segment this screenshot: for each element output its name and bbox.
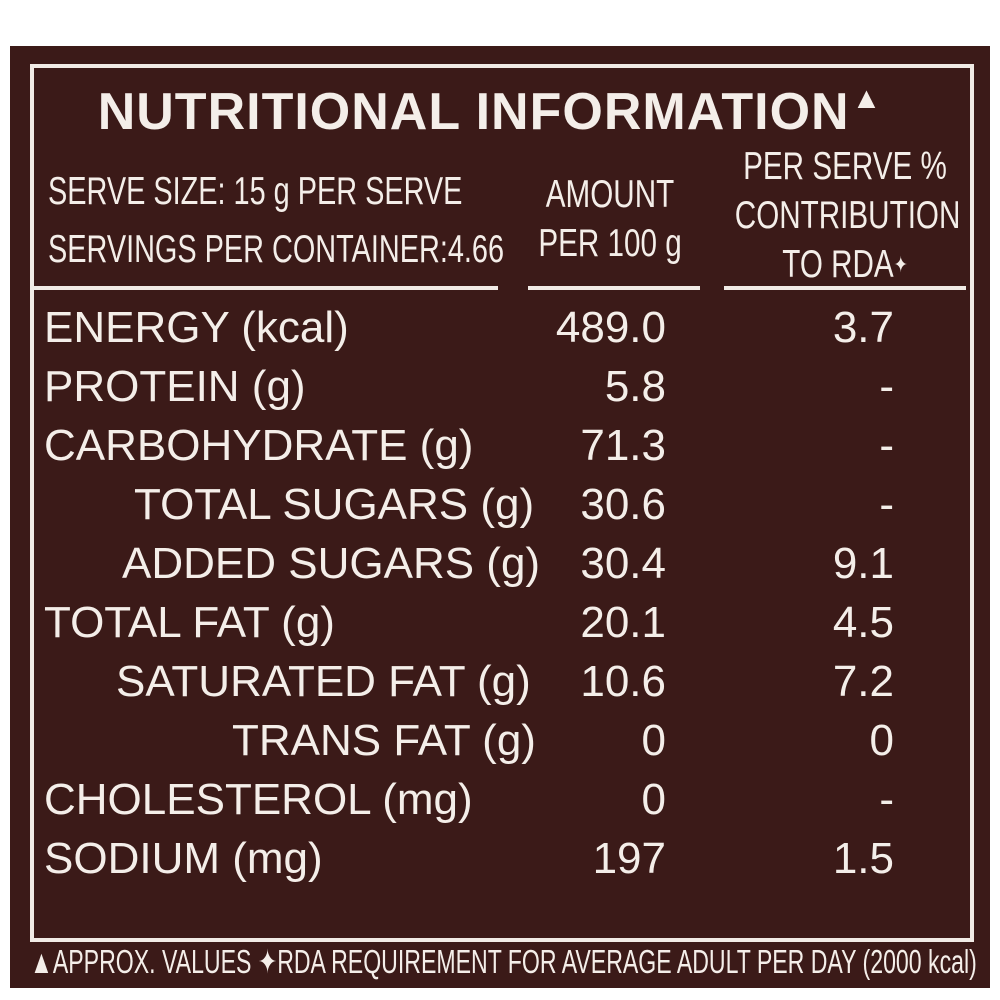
header-rda-line: PER SERVE % bbox=[743, 145, 947, 188]
rda-per-serve: - bbox=[879, 775, 894, 824]
header-divider bbox=[34, 286, 498, 290]
rda-per-serve: 4.5 bbox=[832, 598, 894, 647]
rda-per-serve: 1.5 bbox=[832, 834, 894, 883]
column-header-rda: PER SERVE % CONTRIBUTION TO RDA✦ bbox=[734, 142, 961, 289]
header-rda-line: CONTRIBUTION bbox=[734, 194, 961, 237]
nutrient-label: ENERGY (kcal) bbox=[44, 303, 349, 352]
rda-per-serve: - bbox=[879, 421, 894, 470]
rda-per-serve: - bbox=[879, 480, 894, 529]
nutrient-label: TOTAL SUGARS (g) bbox=[134, 480, 535, 529]
nutrition-panel: NUTRITIONAL INFORMATION▲ SERVE SIZE: 15 … bbox=[10, 46, 990, 988]
approx-mark-icon: ▲ bbox=[851, 82, 883, 115]
title-text: NUTRITIONAL INFORMATION bbox=[97, 83, 850, 141]
table-row: ENERGY (kcal) 489.0 3.7 bbox=[10, 298, 990, 358]
nutrient-label: TOTAL FAT (g) bbox=[44, 598, 335, 647]
rda-mark-icon: ✦ bbox=[893, 252, 908, 277]
footnote: ▲APPROX. VALUES ✦RDA REQUIREMENT FOR AVE… bbox=[30, 943, 977, 980]
amount-per-100g: 30.4 bbox=[580, 539, 666, 588]
rda-per-serve: 0 bbox=[869, 716, 894, 765]
table-row: CARBOHYDRATE (g) 71.3 - bbox=[10, 416, 990, 476]
rda-per-serve: - bbox=[879, 362, 894, 411]
header-divider bbox=[528, 286, 700, 290]
table-row: TRANS FAT (g) 0 0 bbox=[10, 711, 990, 771]
nutrient-label: ADDED SUGARS (g) bbox=[122, 539, 541, 588]
serve-size: SERVE SIZE: 15 g PER SERVE bbox=[48, 170, 463, 213]
nutrient-label: PROTEIN (g) bbox=[44, 362, 306, 411]
amount-per-100g: 20.1 bbox=[580, 598, 666, 647]
amount-per-100g: 489.0 bbox=[555, 303, 666, 352]
nutrient-label: CARBOHYDRATE (g) bbox=[44, 421, 474, 470]
amount-per-100g: 10.6 bbox=[580, 657, 666, 706]
amount-per-100g: 71.3 bbox=[580, 421, 666, 470]
nutrient-label: SODIUM (mg) bbox=[44, 834, 323, 883]
table-row: TOTAL FAT (g) 20.1 4.5 bbox=[10, 593, 990, 653]
nutrient-label: CHOLESTEROL (mg) bbox=[44, 775, 473, 824]
rda-per-serve: 9.1 bbox=[832, 539, 894, 588]
rda-per-serve: 7.2 bbox=[832, 657, 894, 706]
nutrient-label: TRANS FAT (g) bbox=[232, 716, 536, 765]
table-row: PROTEIN (g) 5.8 - bbox=[10, 357, 990, 417]
table-row: SATURATED FAT (g) 10.6 7.2 bbox=[10, 652, 990, 712]
panel-title: NUTRITIONAL INFORMATION▲ bbox=[50, 82, 930, 142]
amount-per-100g: 0 bbox=[641, 716, 666, 765]
table-row: TOTAL SUGARS (g) 30.6 - bbox=[10, 475, 990, 535]
rda-per-serve: 3.7 bbox=[832, 303, 894, 352]
panel-frame bbox=[30, 64, 974, 942]
header-amount-line: PER 100 g bbox=[538, 222, 682, 265]
servings-per-container: SERVINGS PER CONTAINER:4.66 bbox=[48, 228, 505, 271]
header-amount-line: AMOUNT bbox=[545, 173, 675, 216]
header-rda-line: TO RDA bbox=[782, 243, 894, 286]
table-row: ADDED SUGARS (g) 30.4 9.1 bbox=[10, 534, 990, 594]
amount-per-100g: 197 bbox=[592, 834, 666, 883]
amount-per-100g: 30.6 bbox=[580, 480, 666, 529]
table-row: CHOLESTEROL (mg) 0 - bbox=[10, 770, 990, 830]
amount-per-100g: 5.8 bbox=[604, 362, 666, 411]
header-divider bbox=[724, 286, 966, 290]
nutrient-label: SATURATED FAT (g) bbox=[116, 657, 531, 706]
amount-per-100g: 0 bbox=[641, 775, 666, 824]
column-header-amount: AMOUNT PER 100 g bbox=[534, 170, 686, 268]
table-row: SODIUM (mg) 197 1.5 bbox=[10, 829, 990, 889]
